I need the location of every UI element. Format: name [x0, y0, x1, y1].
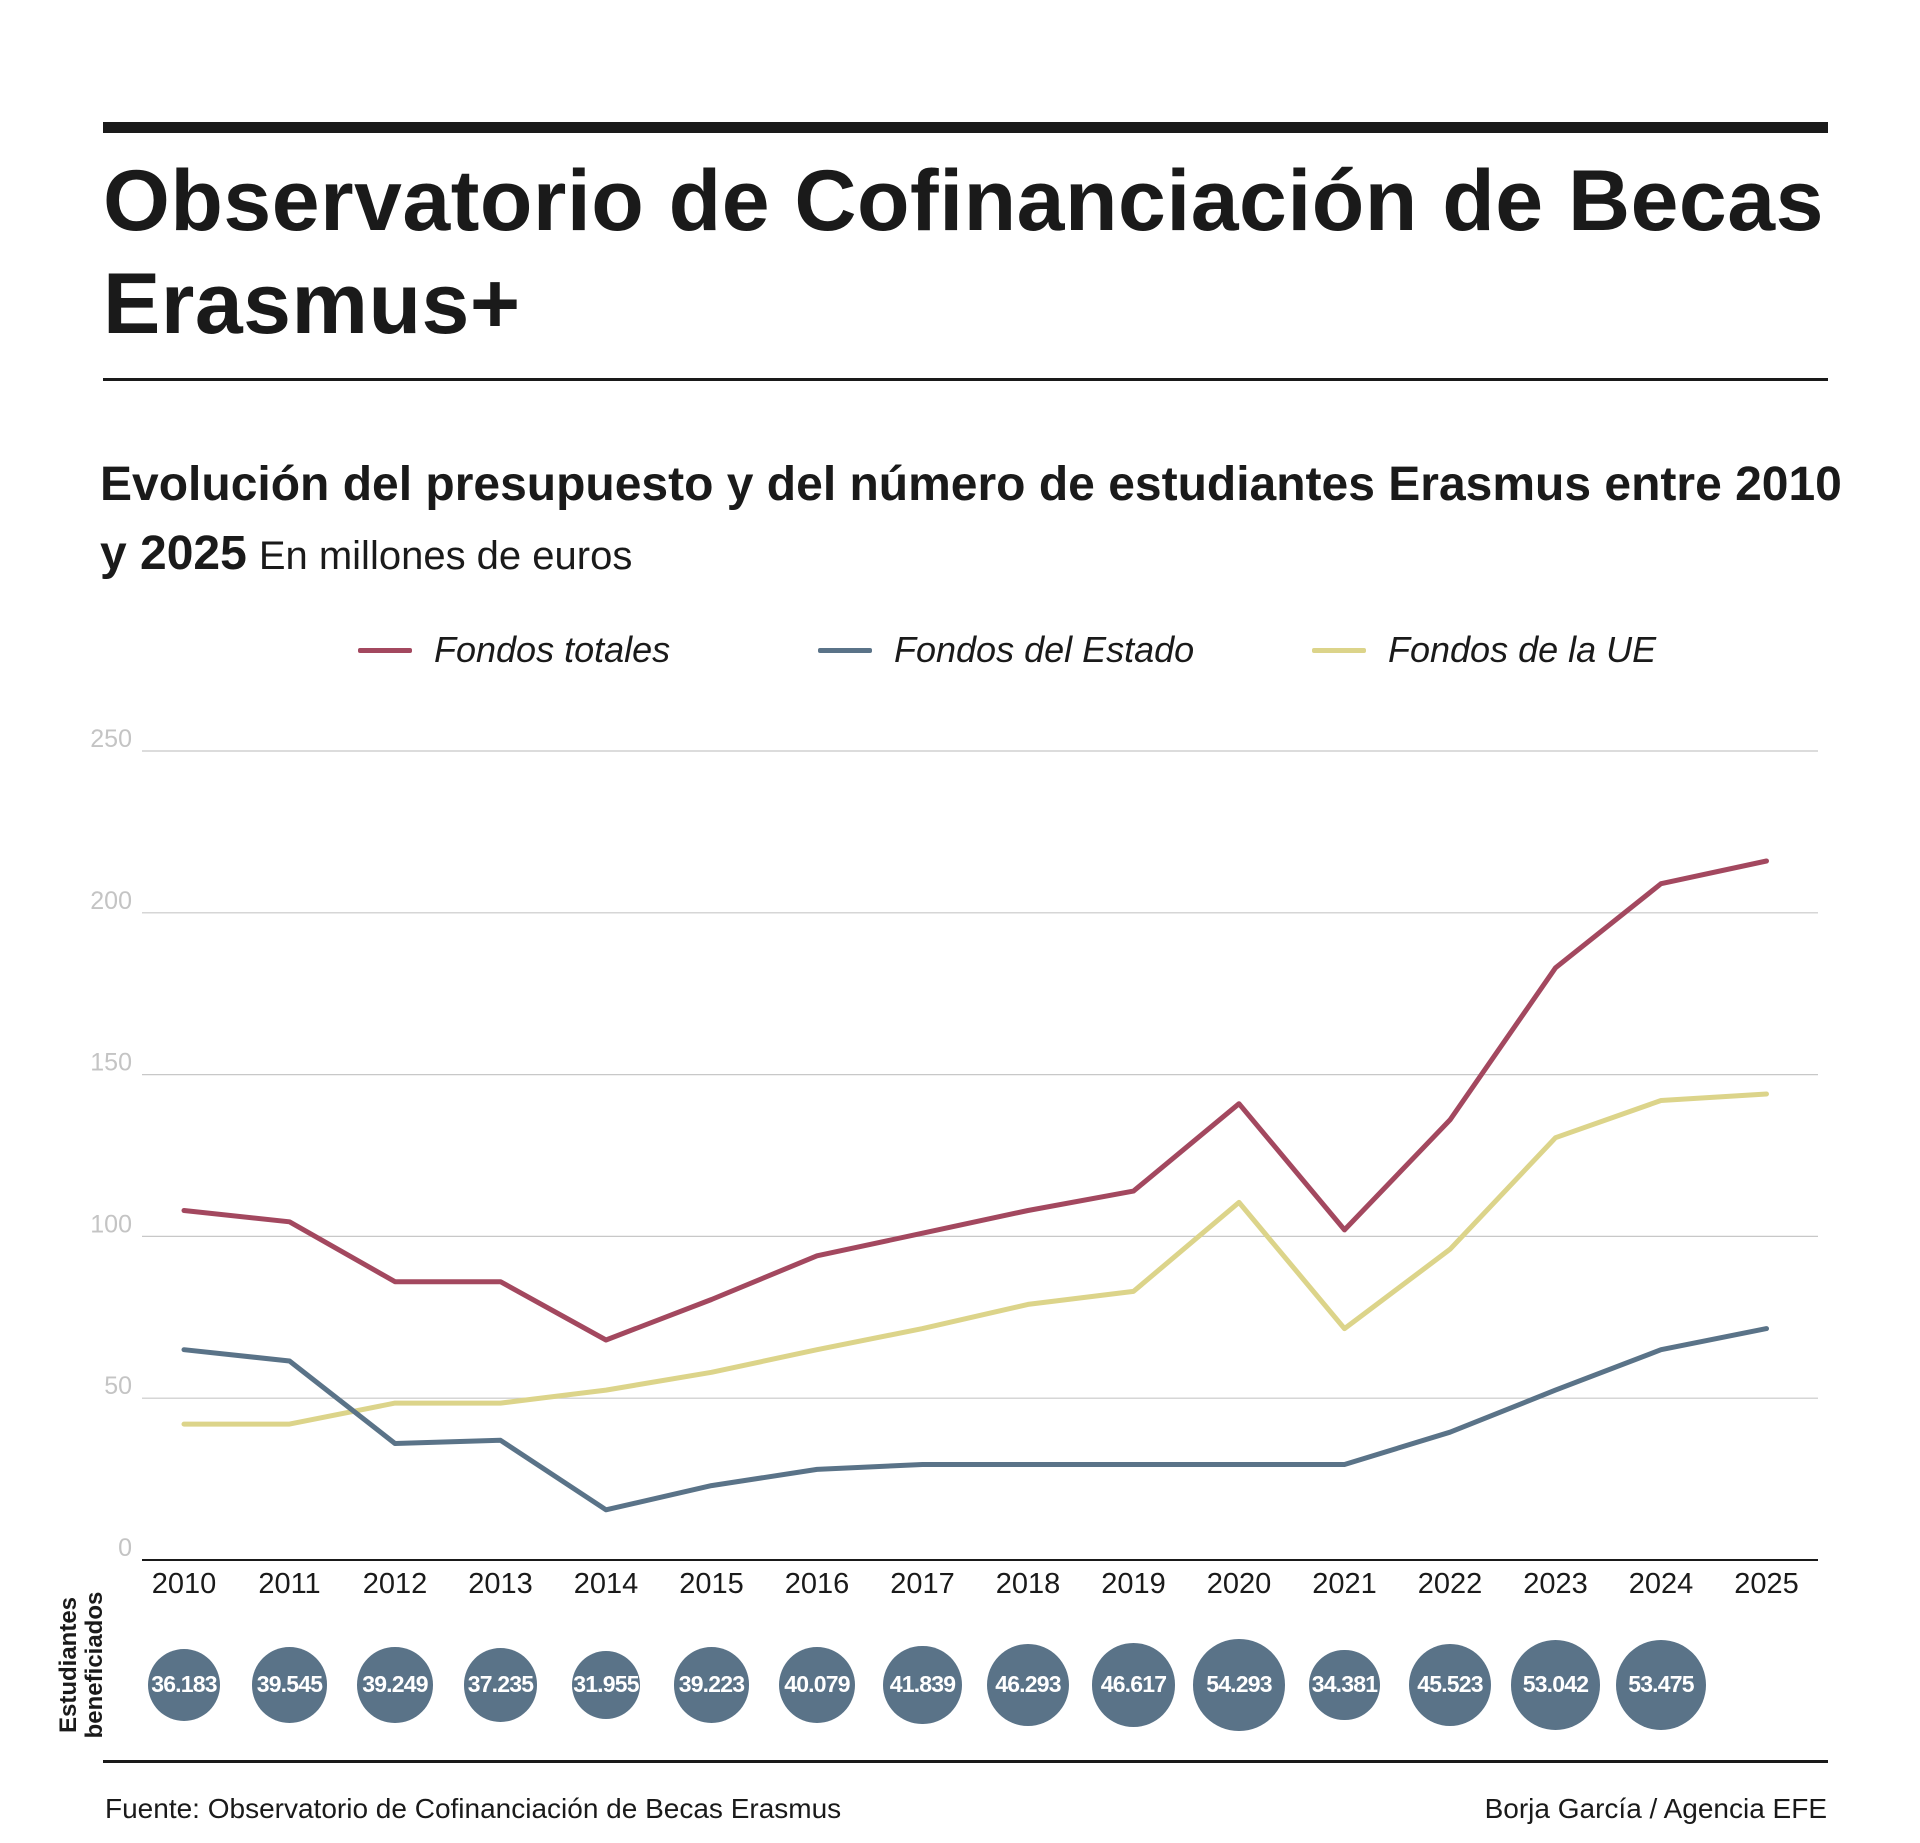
x-tick-label-2021: 2021	[1312, 1568, 1377, 1600]
x-tick-label-2022: 2022	[1418, 1568, 1483, 1600]
students-bubble-2020: 54.293	[1193, 1639, 1285, 1731]
legend-swatch-fondos-ue	[1312, 647, 1366, 653]
students-bubble-2019: 46.617	[1091, 1643, 1176, 1727]
credit-note: Borja García / Agencia EFE	[1484, 1793, 1827, 1824]
page-title: Observatorio de Cofinanciación de Becas …	[103, 153, 1824, 352]
legend-item-fondos-totales: Fondos totales	[358, 625, 670, 675]
legend-label-fondos-ue: Fondos de la UE	[1388, 629, 1657, 670]
students-bubble-2022: 45.523	[1408, 1643, 1492, 1727]
x-tick-label-2013: 2013	[468, 1568, 533, 1600]
series-line-fondos-del-estado	[181, 1326, 1769, 1513]
students-bubble-2013: 37.235	[463, 1648, 538, 1722]
y-tick-label-50: 50	[104, 1372, 132, 1400]
x-tick-label-2023: 2023	[1523, 1568, 1588, 1600]
series-line-fondos-totales	[181, 858, 1769, 1343]
x-tick-label-2018: 2018	[996, 1568, 1061, 1600]
series-line-fondos-de-la-ue	[181, 1091, 1769, 1427]
chart-subtitle: Evolución del presupuesto y del número d…	[100, 450, 1850, 591]
legend: Fondos totales Fondos del Estado Fondos …	[0, 625, 1920, 675]
y-tick-label-100: 100	[90, 1210, 132, 1238]
students-bubble-2015: 39.223	[673, 1647, 750, 1723]
x-tick-label-2012: 2012	[363, 1568, 428, 1600]
chart-subtitle-text: Evolución del presupuesto y del número d…	[100, 458, 1842, 580]
students-bubble-2016: 40.079	[778, 1646, 856, 1724]
source-note: Fuente: Observatorio de Cofinanciación d…	[105, 1793, 842, 1824]
x-tick-label-2025: 2025	[1734, 1568, 1799, 1600]
students-bubble-2023: 53.042	[1510, 1640, 1601, 1730]
legend-swatch-fondos-estado	[818, 647, 872, 653]
x-tick-label-2020: 2020	[1207, 1568, 1272, 1600]
legend-label-fondos-totales: Fondos totales	[434, 629, 671, 670]
students-bubble-2021: 34.381	[1309, 1649, 1380, 1721]
top-rule	[103, 122, 1828, 133]
x-tick-label-2011: 2011	[258, 1568, 320, 1600]
students-bubbles: 36.183 39.545 39.249 37.235 31.955 39.223 40.0…	[0, 1620, 1920, 1750]
students-bubble-2017: 41.839	[883, 1645, 962, 1725]
y-tick-label-150: 150	[90, 1049, 132, 1077]
students-bubble-2024: 53.475	[1615, 1639, 1707, 1731]
bottom-rule	[103, 1760, 1828, 1763]
line-chart: 0 50 100 150 200 250 2010 2011 2012 2013 2014 2015 2…	[90, 725, 1818, 1600]
x-tick-label-2014: 2014	[574, 1568, 639, 1600]
x-tick-label-2019: 2019	[1101, 1568, 1166, 1600]
legend-swatch-fondos-totales	[358, 647, 412, 653]
x-tick-label-2016: 2016	[785, 1568, 850, 1600]
unit-label: En millones de euros	[258, 534, 633, 578]
legend-item-fondos-estado: Fondos del Estado	[818, 625, 1194, 675]
x-tick-label-2024: 2024	[1629, 1568, 1694, 1600]
legend-label-fondos-estado: Fondos del Estado	[894, 629, 1195, 670]
students-bubble-2012: 39.249	[357, 1647, 433, 1723]
y-tick-label-200: 200	[90, 887, 132, 915]
title-rule	[103, 378, 1828, 381]
x-tick-label-2017: 2017	[890, 1568, 955, 1600]
legend-item-fondos-ue: Fondos de la UE	[1312, 625, 1656, 675]
y-tick-label-250: 250	[90, 725, 132, 753]
students-bubble-2014: 31.955	[571, 1650, 640, 1719]
x-tick-label-2015: 2015	[679, 1568, 744, 1600]
y-tick-label-0: 0	[118, 1534, 132, 1562]
x-tick-label-2010: 2010	[152, 1568, 217, 1600]
students-bubble-2010: 36.183	[147, 1648, 221, 1722]
students-bubble-2018: 46.293	[986, 1643, 1070, 1727]
students-bubble-2011: 39.545	[251, 1647, 328, 1723]
